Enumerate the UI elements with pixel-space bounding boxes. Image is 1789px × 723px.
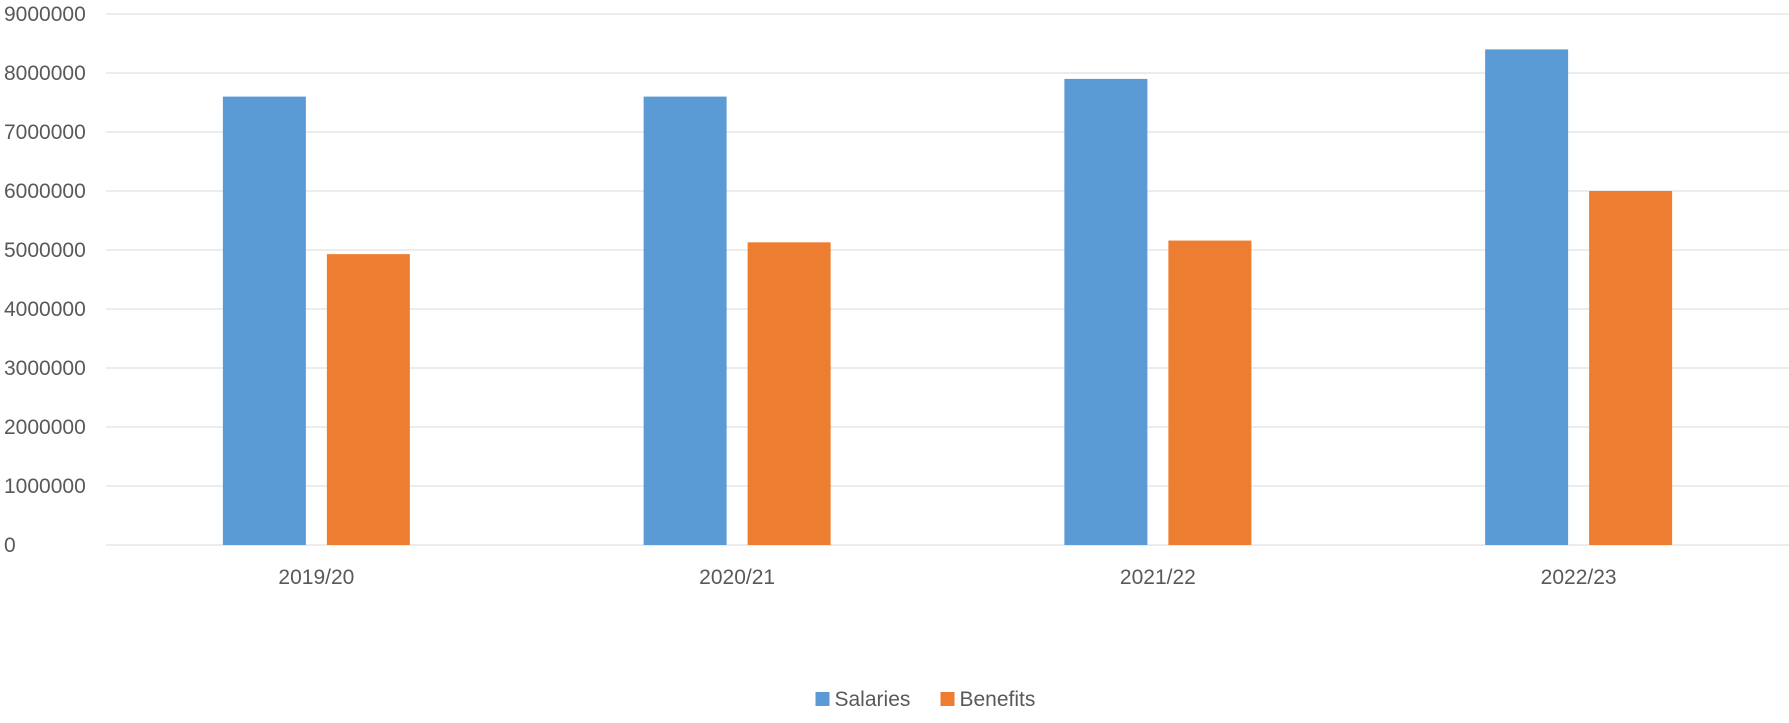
- y-tick-label: 4000000: [4, 298, 86, 321]
- bar-salaries-2022-23: [1485, 49, 1569, 546]
- y-tick-label: 3000000: [4, 357, 86, 380]
- bar-salaries-2021-22: [1064, 78, 1148, 546]
- bar-salaries-2019-20: [222, 96, 306, 545]
- y-tick-label: 8000000: [4, 62, 86, 85]
- legend-label: Salaries: [835, 688, 911, 711]
- legend: Salaries Benefits: [815, 688, 1036, 711]
- legend-swatch: [815, 692, 830, 706]
- y-tick-label: 5000000: [4, 239, 86, 262]
- bar-benefits-2020-21: [747, 242, 831, 545]
- y-tick-label: 7000000: [4, 121, 86, 144]
- bar-benefits-2019-20: [326, 254, 410, 545]
- x-axis-tick-labels: 2019/20 2020/21 2021/22 2022/23: [278, 566, 1616, 589]
- bars: [222, 49, 1673, 546]
- y-tick-label: 2000000: [4, 416, 86, 439]
- x-tick-label: 2020/21: [699, 566, 775, 589]
- y-axis-tick-labels: 0 1000000 2000000 3000000 4000000 5000000 6000…: [4, 3, 86, 557]
- y-tick-label: 9000000: [4, 3, 86, 26]
- x-tick-label: 2019/20: [278, 566, 354, 589]
- legend-label: Benefits: [960, 688, 1036, 711]
- y-tick-label: 1000000: [4, 475, 86, 498]
- legend-item-salaries: Salaries: [815, 688, 911, 711]
- legend-item-benefits: Benefits: [940, 688, 1036, 711]
- x-tick-label: 2021/22: [1120, 566, 1196, 589]
- bar-benefits-2021-22: [1168, 240, 1252, 545]
- bar-salaries-2020-21: [643, 96, 727, 545]
- bar-benefits-2022-23: [1589, 191, 1673, 545]
- y-tick-label: 0: [4, 534, 16, 557]
- legend-swatch: [940, 692, 955, 706]
- y-tick-label: 6000000: [4, 180, 86, 203]
- x-tick-label: 2022/23: [1541, 566, 1617, 589]
